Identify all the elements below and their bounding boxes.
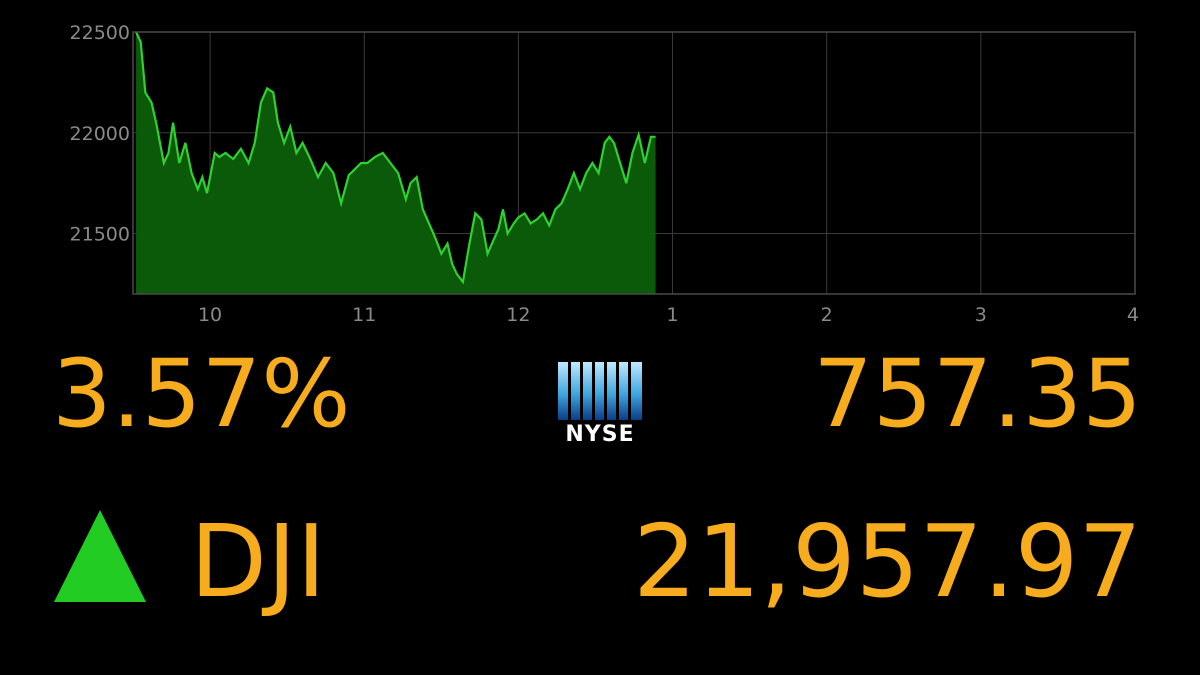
up-arrow-icon (54, 510, 146, 602)
nyse-logo-text: NYSE (565, 422, 635, 447)
x-tick-label: 4 (1127, 304, 1139, 326)
plot-frame (132, 31, 1136, 295)
points-change: 757.35 (813, 340, 1142, 449)
ticker-symbol: DJI (190, 503, 326, 620)
y-tick-label: 22500 (70, 22, 130, 44)
nyse-columns-icon (558, 362, 642, 420)
x-tick-label: 11 (352, 304, 376, 326)
y-tick-label: 22000 (70, 123, 130, 145)
x-tick-label: 2 (821, 304, 833, 326)
intraday-area (136, 32, 656, 294)
y-tick-label: 21500 (70, 224, 130, 246)
percent-change: 3.57% (52, 340, 351, 449)
x-tick-label: 12 (506, 304, 530, 326)
index-value: 21,957.97 (633, 503, 1142, 620)
x-tick-label: 1 (666, 304, 678, 326)
intraday-line (135, 31, 656, 285)
nyse-logo: NYSE (556, 360, 644, 452)
x-tick-label: 10 (198, 304, 222, 326)
x-tick-label: 3 (975, 304, 987, 326)
